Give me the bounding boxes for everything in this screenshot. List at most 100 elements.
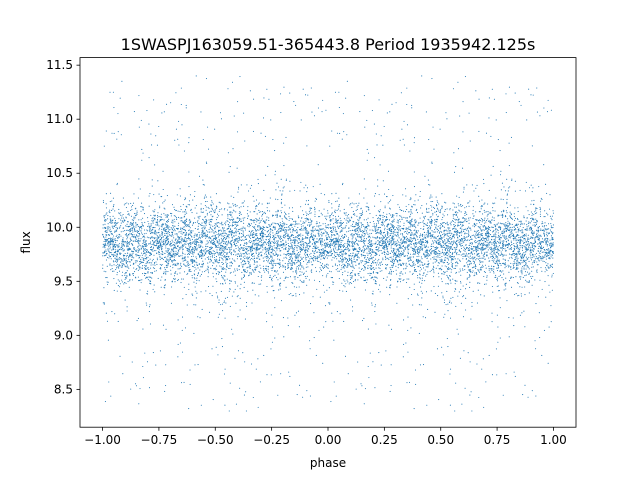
data-point	[392, 256, 394, 258]
data-point	[113, 264, 115, 266]
data-point	[126, 310, 128, 312]
data-point	[538, 252, 540, 254]
data-point	[242, 234, 245, 237]
data-point	[126, 248, 128, 250]
data-point	[145, 277, 147, 279]
data-point	[373, 279, 375, 281]
data-point	[426, 404, 428, 406]
data-point	[168, 259, 170, 261]
data-point	[258, 244, 261, 246]
data-point	[136, 320, 138, 322]
data-point	[213, 232, 215, 234]
data-point	[469, 286, 471, 289]
data-point	[236, 217, 238, 219]
data-point	[447, 259, 450, 261]
data-point	[356, 250, 358, 252]
data-point	[393, 230, 395, 233]
data-point	[117, 279, 119, 281]
data-point	[228, 203, 230, 205]
data-point	[233, 259, 235, 261]
data-point	[475, 225, 477, 227]
data-point	[251, 240, 253, 242]
data-point	[456, 236, 459, 238]
data-point	[168, 248, 170, 250]
data-point	[233, 196, 235, 198]
data-point	[512, 317, 514, 319]
data-point	[200, 244, 202, 246]
data-point	[291, 241, 293, 243]
data-point	[339, 231, 341, 233]
data-point	[342, 182, 344, 184]
data-point	[191, 224, 194, 226]
data-point	[375, 133, 377, 135]
data-point	[321, 238, 323, 240]
data-point	[121, 264, 123, 266]
data-point	[179, 217, 181, 219]
data-point	[403, 120, 405, 122]
data-point	[343, 235, 345, 237]
data-point	[267, 229, 269, 231]
data-point	[252, 219, 254, 221]
data-point	[524, 248, 526, 250]
data-point	[296, 286, 298, 288]
data-point	[527, 229, 529, 231]
data-point	[155, 261, 157, 263]
data-point	[535, 395, 537, 397]
data-point	[372, 262, 374, 264]
data-point	[155, 224, 157, 226]
data-point	[545, 258, 547, 260]
data-point	[488, 239, 490, 241]
data-point	[407, 245, 409, 247]
data-point	[158, 193, 160, 195]
data-point	[273, 261, 275, 263]
data-point	[520, 254, 522, 256]
data-point	[544, 281, 546, 283]
data-point	[271, 263, 273, 265]
data-point	[162, 223, 164, 225]
data-point	[276, 213, 278, 215]
data-point	[543, 225, 545, 227]
data-point	[288, 216, 290, 218]
data-point	[355, 209, 357, 211]
data-point	[415, 244, 417, 246]
data-point	[488, 260, 490, 262]
data-point	[286, 223, 288, 226]
data-point	[464, 387, 466, 389]
data-point	[400, 92, 402, 94]
data-point	[493, 268, 495, 270]
data-point	[261, 251, 263, 253]
data-point	[205, 221, 207, 223]
data-point	[200, 203, 202, 205]
data-point	[528, 221, 530, 223]
data-point	[483, 275, 485, 278]
data-point	[340, 219, 342, 222]
data-point	[279, 248, 281, 250]
data-point	[151, 218, 153, 220]
data-point	[361, 255, 363, 257]
data-point	[302, 246, 304, 248]
data-point	[517, 251, 519, 253]
data-point	[300, 119, 302, 121]
data-point	[109, 263, 111, 265]
data-point	[326, 232, 329, 234]
data-point	[284, 229, 287, 231]
data-point	[500, 198, 502, 200]
data-point	[472, 248, 474, 250]
data-point	[242, 219, 245, 221]
data-point	[316, 251, 318, 253]
data-point	[519, 244, 521, 246]
data-point	[479, 282, 481, 284]
data-point	[142, 253, 145, 255]
data-point	[540, 197, 542, 199]
data-point	[499, 243, 501, 245]
data-point	[506, 300, 508, 302]
data-point	[222, 259, 224, 261]
data-point	[119, 248, 121, 251]
data-point	[140, 248, 143, 250]
data-point	[380, 224, 382, 226]
data-point	[546, 212, 548, 214]
data-point	[275, 198, 277, 200]
data-point	[477, 236, 479, 238]
data-point	[502, 198, 504, 201]
data-point	[398, 263, 400, 265]
